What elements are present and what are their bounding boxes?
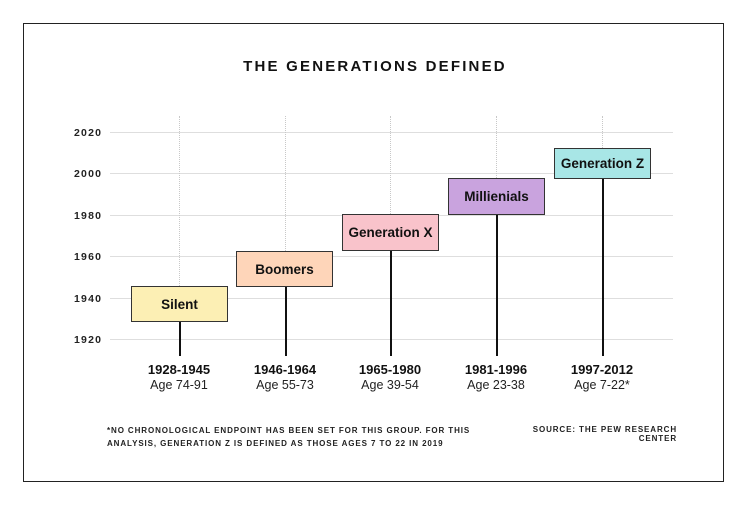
age-range-genz: Age 7-22*	[574, 378, 630, 392]
stem-boomers	[285, 285, 287, 356]
year-range-genx: 1965-1980	[358, 362, 422, 377]
year-range-boomers: 1946-1964	[253, 362, 317, 377]
age-range-genx: Age 39-54	[361, 378, 419, 392]
generation-box-boomers: Boomers	[236, 251, 333, 287]
gridline-2020	[110, 132, 673, 133]
y-tick-1980: 1980	[74, 210, 103, 222]
guide-line-boomers	[285, 116, 286, 251]
generation-box-millennials: Millienials	[448, 178, 545, 215]
stem-genz	[602, 177, 604, 356]
guide-line-genz	[602, 116, 603, 148]
y-tick-2020: 2020	[74, 127, 103, 139]
guide-line-millennials	[496, 116, 497, 178]
chart-title: THE GENERATIONS DEFINED	[243, 58, 507, 75]
stem-millennials	[496, 213, 498, 356]
stem-genx	[390, 250, 392, 356]
y-tick-1940: 1940	[74, 293, 103, 305]
guide-line-genx	[390, 116, 391, 214]
age-range-boomers: Age 55-73	[256, 378, 314, 392]
year-range-genz: 1997-2012	[570, 362, 634, 377]
age-range-millennials: Age 23-38	[467, 378, 525, 392]
generation-box-genx: Generation X	[342, 214, 439, 251]
chart-frame	[23, 23, 724, 482]
footnote: *NO CHRONOLOGICAL ENDPOINT HAS BEEN SET …	[107, 426, 471, 448]
y-tick-2000: 2000	[74, 168, 103, 180]
guide-line-silent	[179, 116, 180, 286]
generation-box-silent: Silent	[131, 286, 228, 322]
stem-silent	[179, 320, 181, 356]
year-range-millennials: 1981-1996	[464, 362, 528, 377]
y-tick-1920: 1920	[74, 334, 103, 346]
gridline-2000	[110, 173, 673, 174]
generation-box-genz: Generation Z	[554, 148, 651, 179]
year-range-silent: 1928-1945	[147, 362, 211, 377]
age-range-silent: Age 74-91	[150, 378, 208, 392]
y-tick-1960: 1960	[74, 251, 103, 263]
source-credit: SOURCE: THE PEW RESEARCH CENTER	[532, 425, 677, 443]
